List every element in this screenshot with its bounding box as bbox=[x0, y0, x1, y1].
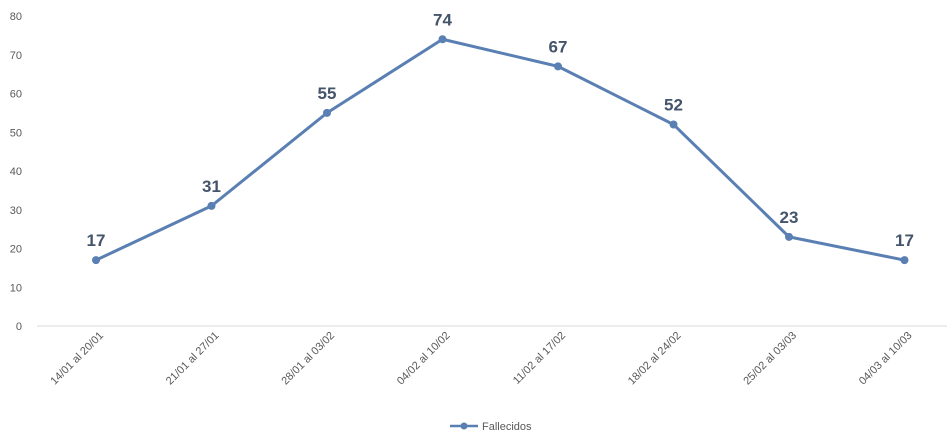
y-tick-label: 50 bbox=[10, 127, 22, 139]
x-tick-label: 21/01 al 27/01 bbox=[164, 330, 222, 388]
data-point bbox=[207, 201, 216, 210]
legend: Fallecidos bbox=[450, 421, 532, 433]
x-tick-label: 04/02 al 10/02 bbox=[395, 330, 453, 388]
data-label: 23 bbox=[780, 208, 799, 227]
data-point bbox=[900, 256, 909, 265]
x-tick-label: 18/02 al 24/02 bbox=[626, 330, 684, 388]
y-tick-label: 40 bbox=[10, 166, 22, 178]
y-tick-label: 0 bbox=[16, 321, 22, 333]
data-point bbox=[438, 35, 447, 44]
y-axis-ticks: 0 10 20 30 40 50 60 70 80 bbox=[10, 11, 22, 333]
data-point bbox=[669, 120, 678, 129]
data-point bbox=[554, 62, 562, 71]
x-tick-label: 04/03 al 10/03 bbox=[857, 330, 915, 388]
x-axis-ticks: 14/01 al 20/01 21/01 al 27/01 28/01 al 03/… bbox=[48, 330, 914, 388]
data-label: 74 bbox=[433, 10, 452, 29]
data-label: 67 bbox=[549, 37, 568, 56]
x-tick-label: 28/01 al 03/02 bbox=[279, 330, 337, 388]
data-point bbox=[785, 232, 793, 241]
data-label: 17 bbox=[87, 231, 106, 250]
legend-marker-icon bbox=[460, 422, 468, 430]
y-tick-label: 80 bbox=[10, 11, 22, 23]
y-tick-label: 20 bbox=[10, 244, 22, 256]
y-tick-label: 30 bbox=[10, 205, 22, 217]
series-fallecidos bbox=[92, 35, 909, 265]
y-tick-label: 60 bbox=[10, 89, 22, 101]
y-tick-label: 70 bbox=[10, 50, 22, 62]
x-tick-label: 11/02 al 17/02 bbox=[511, 330, 568, 387]
data-label: 55 bbox=[318, 84, 337, 103]
data-label: 17 bbox=[895, 231, 914, 250]
data-point bbox=[323, 108, 331, 117]
y-tick-label: 10 bbox=[10, 282, 22, 294]
data-point bbox=[92, 256, 100, 265]
x-tick-label: 14/01 al 20/01 bbox=[48, 330, 106, 388]
legend-label: Fallecidos bbox=[482, 421, 532, 433]
x-tick-label: 25/02 al 03/03 bbox=[741, 330, 799, 388]
data-label: 52 bbox=[664, 96, 683, 115]
data-label: 31 bbox=[202, 177, 221, 196]
data-labels: 17 31 55 74 67 52 23 17 bbox=[87, 10, 914, 250]
series-line bbox=[95, 37, 905, 262]
